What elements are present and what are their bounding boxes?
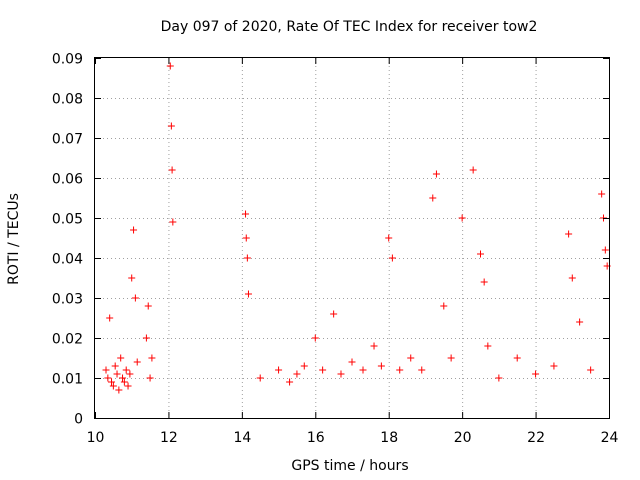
data-point bbox=[104, 374, 112, 382]
data-point bbox=[256, 374, 264, 382]
y-tick-labels: 0 0.01 0.02 0.03 0.04 0.05 0.06 0.07 0.08 0.09 bbox=[52, 52, 83, 428]
y-tick-label: 0.05 bbox=[52, 212, 83, 228]
data-point bbox=[319, 366, 327, 374]
data-point bbox=[242, 210, 250, 218]
data-point bbox=[244, 290, 252, 298]
y-tick-label: 0.02 bbox=[52, 332, 83, 348]
x-tick-label: 18 bbox=[380, 430, 398, 446]
x-tick-label: 10 bbox=[87, 430, 105, 446]
data-point bbox=[480, 278, 488, 286]
data-point bbox=[388, 254, 396, 262]
plot-frame bbox=[94, 57, 610, 419]
x-axis-label: GPS time / hours bbox=[291, 458, 408, 474]
data-point bbox=[142, 334, 150, 342]
grid-lines bbox=[95, 58, 609, 418]
data-point bbox=[293, 370, 301, 378]
data-point bbox=[166, 62, 174, 70]
data-point bbox=[106, 314, 114, 322]
data-point bbox=[286, 378, 294, 386]
data-point bbox=[407, 354, 415, 362]
data-point bbox=[469, 166, 477, 174]
data-point bbox=[568, 274, 576, 282]
y-tick-label: 0.08 bbox=[52, 92, 83, 108]
data-point bbox=[385, 234, 393, 242]
y-tick-label: 0.03 bbox=[52, 292, 83, 308]
y-tick-label: 0.07 bbox=[52, 132, 83, 148]
x-tick-label: 12 bbox=[160, 430, 178, 446]
data-point bbox=[242, 234, 250, 242]
data-point bbox=[348, 358, 356, 366]
x-tick-label: 16 bbox=[307, 430, 325, 446]
data-point bbox=[168, 166, 176, 174]
data-point bbox=[495, 374, 503, 382]
data-point bbox=[458, 214, 466, 222]
data-point bbox=[120, 378, 128, 386]
y-axis-label: ROTI / TECUs bbox=[6, 193, 22, 285]
y-tick-label: 0.09 bbox=[52, 52, 83, 68]
data-point bbox=[108, 378, 116, 386]
data-point bbox=[126, 370, 134, 378]
data-point bbox=[598, 190, 606, 198]
data-point bbox=[148, 354, 156, 362]
data-point bbox=[587, 366, 595, 374]
data-point bbox=[122, 366, 130, 374]
data-point bbox=[167, 122, 175, 130]
data-point bbox=[440, 302, 448, 310]
data-point bbox=[484, 342, 492, 350]
data-point bbox=[601, 246, 609, 254]
data-point bbox=[418, 366, 426, 374]
data-point bbox=[144, 302, 152, 310]
data-point bbox=[115, 386, 123, 394]
data-point bbox=[102, 366, 110, 374]
data-points bbox=[102, 62, 611, 394]
data-point bbox=[109, 382, 117, 390]
data-point bbox=[111, 362, 119, 370]
data-point bbox=[119, 374, 127, 382]
x-tick-label: 20 bbox=[454, 430, 472, 446]
data-point bbox=[532, 370, 540, 378]
data-point bbox=[330, 310, 338, 318]
data-point bbox=[432, 170, 440, 178]
axis-ticks bbox=[95, 58, 610, 419]
data-point bbox=[377, 362, 385, 370]
y-tick-label: 0.01 bbox=[52, 372, 83, 388]
data-point bbox=[128, 274, 136, 282]
x-tick-label: 24 bbox=[601, 430, 619, 446]
y-tick-label: 0.04 bbox=[52, 252, 83, 268]
data-point bbox=[130, 226, 138, 234]
data-point bbox=[243, 254, 251, 262]
data-point bbox=[477, 250, 484, 258]
data-point bbox=[576, 318, 584, 326]
x-tick-label: 22 bbox=[527, 430, 545, 446]
y-tick-label: 0 bbox=[74, 412, 83, 428]
data-point bbox=[359, 366, 367, 374]
data-point bbox=[396, 366, 404, 374]
data-point bbox=[337, 370, 345, 378]
data-point bbox=[133, 358, 141, 366]
data-point bbox=[124, 382, 132, 390]
data-point bbox=[113, 370, 121, 378]
data-point bbox=[300, 362, 308, 370]
data-point bbox=[513, 354, 521, 362]
data-point bbox=[370, 342, 378, 350]
data-point bbox=[131, 294, 139, 302]
x-tick-labels: 10 12 14 16 18 20 22 24 bbox=[87, 430, 619, 446]
data-point bbox=[550, 362, 558, 370]
chart-title: Day 097 of 2020, Rate Of TEC Index for r… bbox=[161, 19, 538, 35]
data-point bbox=[275, 366, 283, 374]
data-point bbox=[447, 354, 455, 362]
data-point bbox=[117, 354, 125, 362]
data-point bbox=[146, 374, 154, 382]
y-tick-label: 0.06 bbox=[52, 172, 83, 188]
data-point bbox=[429, 194, 437, 202]
data-point bbox=[169, 218, 177, 226]
data-point bbox=[565, 230, 573, 238]
x-tick-label: 14 bbox=[233, 430, 251, 446]
data-point bbox=[311, 334, 319, 342]
